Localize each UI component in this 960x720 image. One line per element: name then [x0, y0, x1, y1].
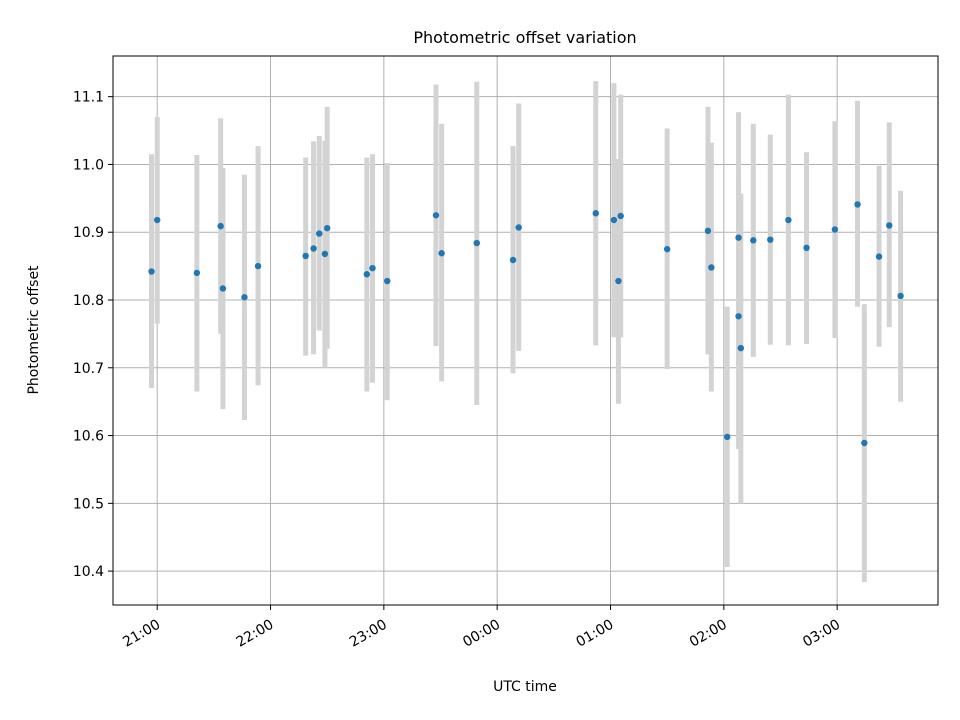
data-point [321, 250, 329, 258]
grid [113, 56, 938, 605]
data-point [438, 250, 445, 257]
data-point [302, 252, 309, 260]
data-point [875, 253, 883, 260]
data-point [708, 264, 715, 271]
data-point [148, 268, 155, 275]
data-point [831, 226, 839, 233]
data-point [193, 269, 201, 277]
data-point [735, 313, 742, 320]
y-tick-label: 10.9 [73, 225, 104, 241]
data-point [737, 344, 745, 352]
y-axis-label: Photometric offset [26, 265, 42, 395]
plot-area [113, 56, 938, 605]
y-tick-label: 11.0 [73, 157, 104, 173]
data-point [803, 244, 810, 252]
data-point [615, 277, 622, 285]
data-point [217, 222, 224, 230]
y-tick-label: 10.8 [73, 293, 104, 309]
data-points [148, 201, 904, 447]
data-point [735, 234, 742, 241]
data-point [617, 212, 624, 220]
data-point [316, 230, 323, 237]
data-point [663, 245, 671, 253]
data-point [473, 239, 480, 247]
data-point [509, 256, 517, 264]
data-point [432, 212, 440, 219]
data-point [384, 277, 391, 285]
data-point [785, 216, 792, 224]
data-point [515, 224, 522, 231]
y-axis-ticks: 10.4 10.5 10.6 10.7 10.8 10.9 11.0 11.1 [73, 90, 113, 580]
data-point [750, 237, 757, 244]
data-point [592, 210, 599, 217]
y-tick-label: 10.5 [73, 496, 104, 512]
data-point [767, 236, 774, 243]
data-point [724, 433, 731, 441]
data-point [861, 439, 868, 447]
data-point [854, 201, 861, 208]
data-point [363, 271, 371, 278]
data-point [254, 262, 262, 270]
x-axis-label: UTC time [493, 679, 557, 695]
data-point [310, 245, 317, 252]
chart-title: Photometric offset variation [413, 28, 636, 47]
y-tick-label: 10.4 [73, 564, 104, 580]
data-point [369, 264, 376, 272]
data-point [897, 292, 904, 300]
data-point [153, 216, 161, 224]
data-point [704, 227, 712, 235]
y-tick-label: 10.7 [73, 361, 104, 377]
data-point [886, 222, 893, 229]
plot-frame [112, 55, 939, 606]
y-tick-label: 11.1 [73, 90, 104, 106]
y-tick-label: 10.6 [73, 429, 104, 445]
data-point [610, 216, 618, 224]
data-point [323, 224, 331, 232]
data-point [241, 294, 248, 301]
data-point [219, 285, 227, 292]
